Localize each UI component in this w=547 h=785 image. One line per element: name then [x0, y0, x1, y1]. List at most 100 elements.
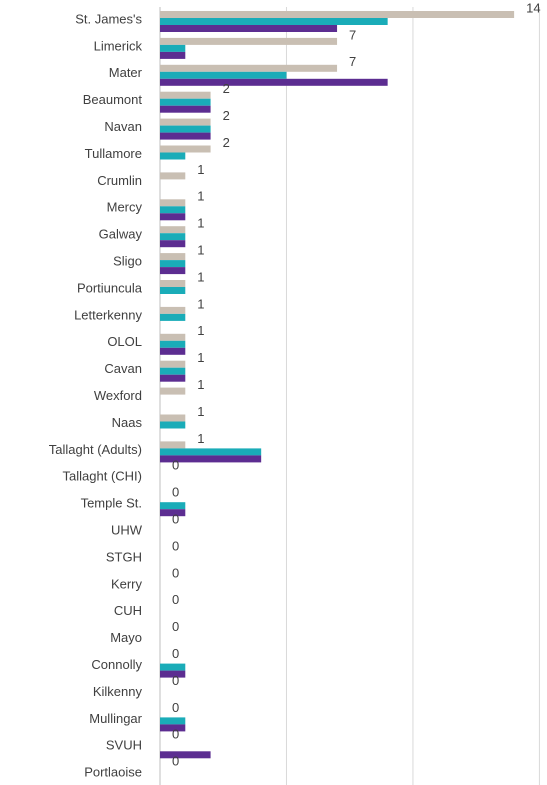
bar — [160, 71, 287, 79]
y-tick-label: Wexford — [94, 388, 142, 403]
bar — [160, 663, 186, 671]
data-label: 1 — [197, 350, 204, 365]
bar — [160, 64, 338, 72]
data-label: 0 — [172, 754, 179, 769]
bar — [160, 441, 186, 449]
bar — [160, 387, 186, 395]
y-tick-label: SVUH — [106, 738, 142, 753]
bar — [160, 18, 388, 25]
data-label: 0 — [172, 458, 179, 473]
bar — [160, 670, 186, 678]
bar — [160, 253, 186, 261]
data-label: 14 — [526, 0, 540, 15]
y-tick-label: Mayo — [110, 630, 142, 645]
data-label: 0 — [172, 646, 179, 661]
bar — [160, 260, 186, 268]
bar — [160, 509, 186, 517]
data-label: 1 — [197, 162, 204, 177]
bar — [160, 340, 186, 348]
bar — [160, 347, 186, 355]
bar — [160, 267, 186, 275]
bar — [160, 91, 211, 99]
y-tick-label: Portiuncula — [77, 280, 143, 295]
bar — [160, 717, 186, 725]
bar — [160, 421, 186, 429]
data-label: 1 — [197, 431, 204, 446]
bar — [160, 132, 211, 140]
y-tick-label: Tallaght (CHI) — [63, 469, 142, 484]
y-tick-label: Galway — [99, 227, 143, 242]
bar — [160, 213, 186, 221]
y-tick-label: Kerry — [111, 576, 143, 591]
data-label: 0 — [172, 565, 179, 580]
y-tick-label: Mercy — [107, 200, 143, 215]
data-label: 1 — [197, 296, 204, 311]
data-label: 1 — [197, 216, 204, 231]
y-tick-label: OLOL — [107, 334, 142, 349]
bar — [160, 37, 338, 45]
y-tick-label: UHW — [111, 523, 143, 538]
data-label: 1 — [197, 377, 204, 392]
bar — [160, 51, 186, 59]
bar — [160, 240, 186, 248]
bar — [160, 502, 186, 510]
data-label: 0 — [172, 727, 179, 742]
data-label: 1 — [197, 269, 204, 284]
bar — [160, 724, 186, 732]
bar — [160, 414, 186, 422]
bar — [160, 25, 338, 32]
data-label: 7 — [349, 54, 356, 69]
bar — [160, 313, 186, 321]
data-label: 1 — [197, 189, 204, 204]
y-tick-label: Temple St. — [81, 496, 142, 511]
y-tick-label: Tallaght (Adults) — [49, 442, 142, 457]
y-tick-label: Letterkenny — [74, 307, 142, 322]
y-tick-label: Portlaoise — [84, 765, 142, 780]
y-tick-label: Crumlin — [97, 173, 142, 188]
bar — [160, 172, 186, 180]
bar — [160, 98, 211, 106]
y-tick-label: CUH — [114, 603, 142, 618]
bar — [160, 280, 186, 287]
bar — [160, 455, 262, 463]
data-label: 0 — [172, 700, 179, 715]
data-label: 0 — [172, 673, 179, 688]
y-tick-label: Kilkenny — [93, 684, 143, 699]
y-tick-label: Mater — [109, 65, 143, 80]
y-tick-label: Mullingar — [89, 711, 142, 726]
bar — [160, 125, 211, 133]
bar — [160, 333, 186, 341]
bar — [160, 367, 186, 375]
bar — [160, 105, 211, 113]
data-label: 7 — [349, 27, 356, 42]
data-label: 0 — [172, 485, 179, 500]
y-tick-label: Navan — [104, 119, 142, 134]
y-tick-label: STGH — [106, 549, 142, 564]
data-label: 2 — [223, 135, 230, 150]
bar — [160, 206, 186, 214]
bar — [160, 448, 262, 456]
bar — [160, 751, 211, 759]
data-label: 1 — [197, 323, 204, 338]
y-tick-label: Connolly — [91, 657, 142, 672]
data-label: 0 — [172, 512, 179, 527]
bar — [160, 11, 515, 18]
y-tick-label: Sligo — [113, 254, 142, 269]
bar — [160, 306, 186, 314]
data-label: 1 — [197, 404, 204, 419]
data-label: 1 — [197, 243, 204, 258]
y-tick-label: Limerick — [94, 38, 143, 53]
y-tick-label: Cavan — [104, 361, 142, 376]
y-tick-label: Beaumont — [83, 92, 143, 107]
bar — [160, 233, 186, 241]
bar — [160, 360, 186, 368]
y-tick-label: Tullamore — [85, 146, 142, 161]
bar — [160, 78, 388, 86]
bar — [160, 44, 186, 52]
bar — [160, 199, 186, 207]
bar — [160, 118, 211, 126]
bar — [160, 226, 186, 234]
bar — [160, 145, 211, 153]
y-tick-label: St. James's — [75, 11, 142, 26]
